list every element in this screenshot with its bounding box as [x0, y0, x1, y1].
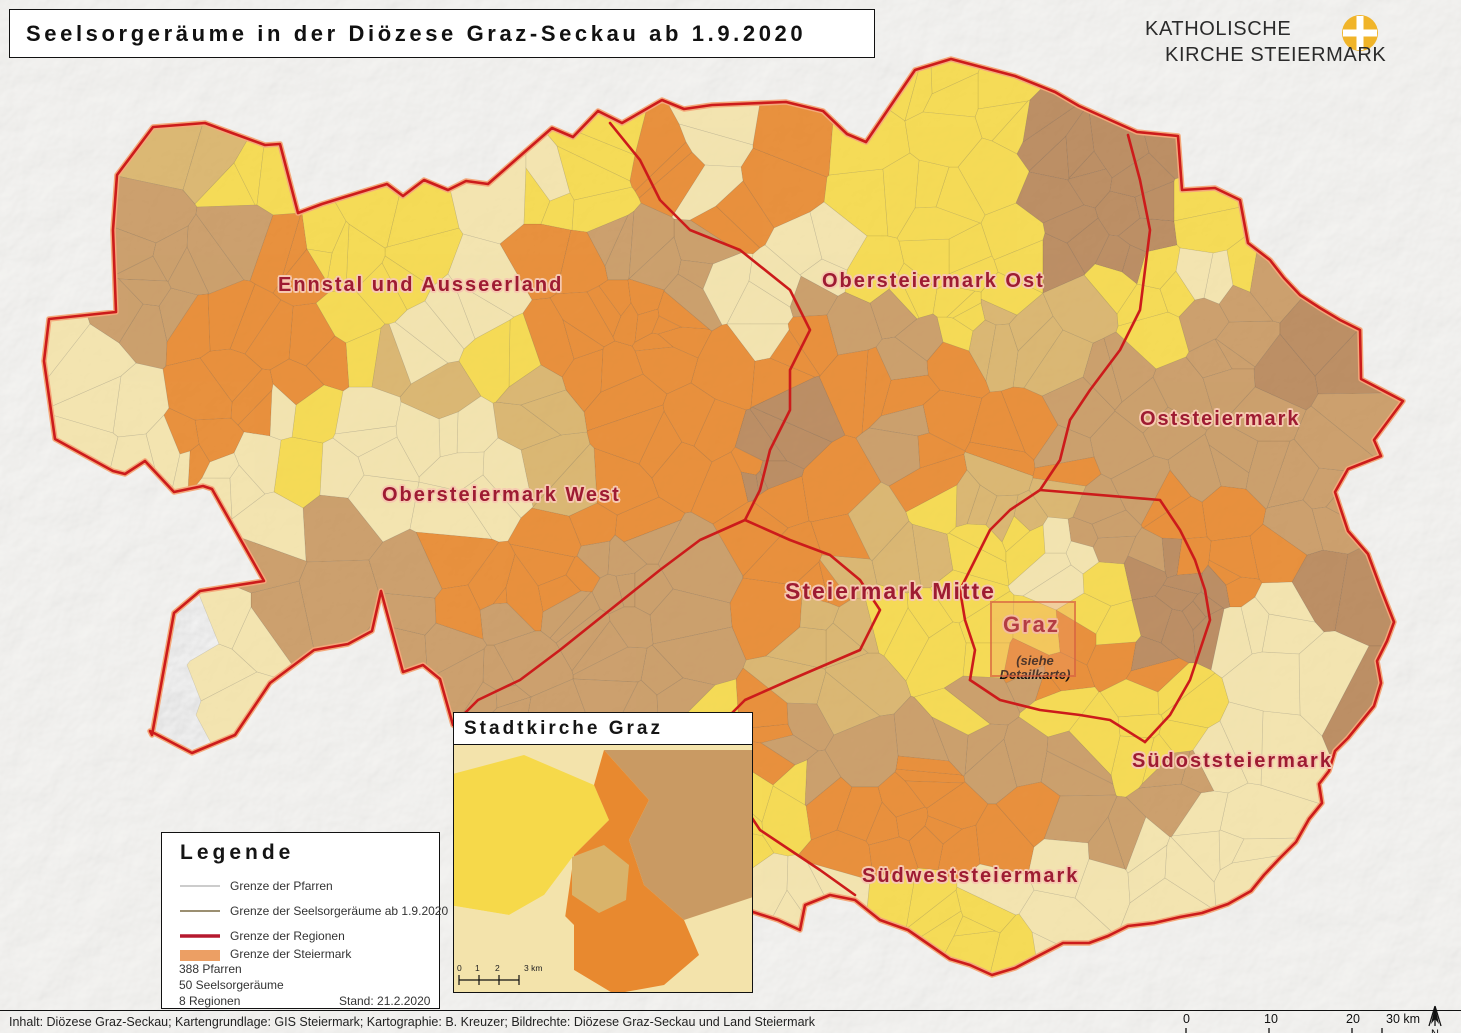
svg-text:30 km: 30 km: [1386, 1012, 1420, 1026]
svg-text:N: N: [1431, 1028, 1439, 1033]
svg-text:20: 20: [1346, 1012, 1360, 1026]
svg-text:3 km: 3 km: [524, 963, 542, 973]
svg-text:0: 0: [1183, 1012, 1190, 1026]
svg-text:10: 10: [1264, 1012, 1278, 1026]
svg-text:2: 2: [495, 963, 500, 973]
svg-text:1: 1: [475, 963, 480, 973]
svg-text:0: 0: [457, 963, 462, 973]
